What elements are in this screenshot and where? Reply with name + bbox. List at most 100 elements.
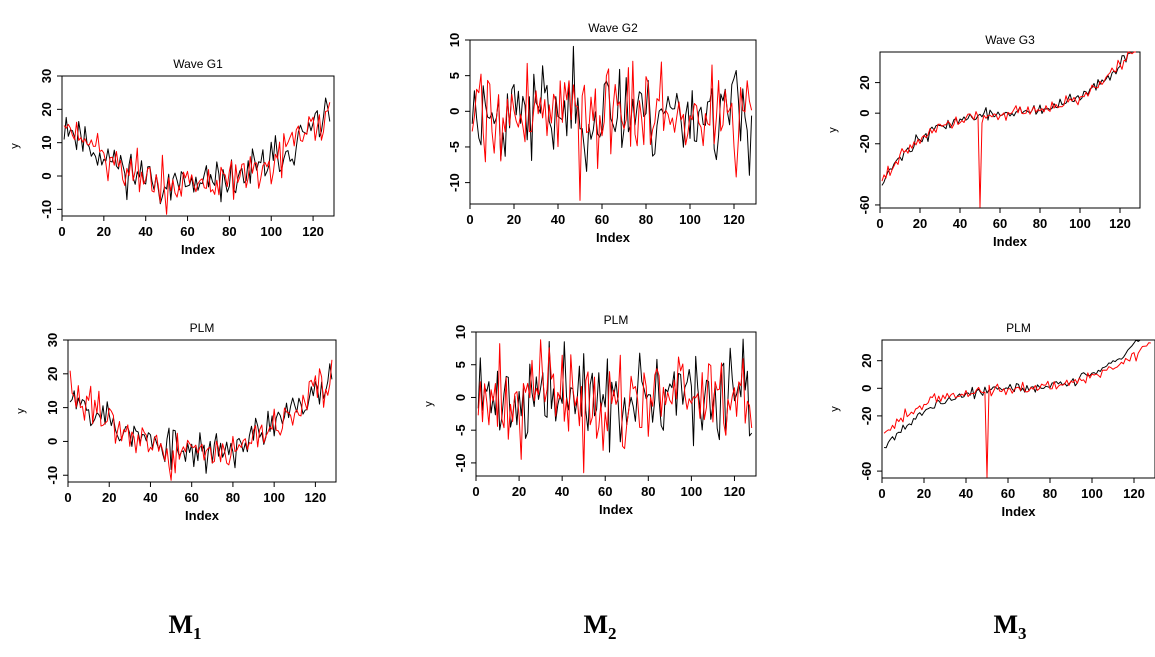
x-tick-label: 80: [639, 212, 653, 227]
y-tick-label: 10: [447, 33, 462, 47]
x-tick-label: 40: [138, 224, 152, 239]
x-tick-label: 20: [917, 486, 931, 501]
chart-title: PLM: [1006, 321, 1031, 335]
x-tick-label: 40: [555, 484, 569, 499]
caption-m3: M3: [993, 610, 1027, 644]
plot-frame: [475, 331, 757, 477]
y-tick-label: 0: [45, 438, 60, 445]
x-axis-label: Index: [1002, 504, 1037, 519]
x-axis-label: Index: [185, 508, 220, 523]
plot-frame: [881, 339, 1155, 479]
x-tick-label: 20: [507, 212, 521, 227]
y-tick-label: -60: [859, 462, 874, 481]
x-tick-label: 0: [878, 486, 885, 501]
x-tick-label: 40: [551, 212, 565, 227]
x-tick-label: 80: [1033, 216, 1047, 231]
chart-panel-1: Wave G1 0 20 40 60 80 100 120 -10 0 10 20 30 Index y: [9, 57, 335, 257]
y-tick-label: -10: [39, 200, 54, 219]
y-tick-label: 30: [45, 333, 60, 347]
chart-title: Wave G2: [588, 21, 638, 35]
x-tick-label: 40: [143, 490, 157, 505]
series-line-red: [477, 339, 753, 474]
x-tick-label: 100: [1069, 216, 1091, 231]
x-tick-label: 60: [1001, 486, 1015, 501]
x-tick-label: 100: [681, 484, 703, 499]
y-axis-label: y: [15, 408, 27, 414]
series-line-black: [884, 339, 1151, 449]
x-axis-label: Index: [993, 234, 1028, 249]
x-tick-label: 80: [641, 484, 655, 499]
x-axis-label: Index: [596, 230, 631, 245]
plot-frame: [469, 39, 757, 205]
x-tick-label: 0: [58, 224, 65, 239]
x-tick-label: 100: [260, 224, 282, 239]
x-tick-label: 120: [1109, 216, 1131, 231]
x-tick-label: 20: [102, 490, 116, 505]
y-tick-label: -20: [859, 407, 874, 426]
x-tick-label: 60: [180, 224, 194, 239]
chart-panel-5: PLM 0 20 40 60 80 100 120 -10 -5 0 5 10 Index y: [423, 313, 757, 517]
y-axis-label: y: [829, 406, 841, 412]
y-tick-label: -10: [447, 173, 462, 192]
x-tick-label: 40: [953, 216, 967, 231]
x-tick-label: 100: [263, 490, 285, 505]
series-line-red: [69, 359, 333, 481]
x-tick-label: 120: [724, 484, 746, 499]
y-axis-label: y: [827, 127, 839, 133]
y-tick-label: 0: [39, 172, 54, 179]
x-tick-label: 20: [913, 216, 927, 231]
x-tick-label: 120: [305, 490, 327, 505]
plot-frame: [879, 51, 1141, 209]
chart-panel-4: PLM 0 20 40 60 80 100 120 -10 0 10 20 30 Index y: [15, 321, 337, 523]
x-tick-label: 80: [1043, 486, 1057, 501]
x-tick-label: 100: [1081, 486, 1103, 501]
y-tick-label: 20: [857, 75, 872, 89]
x-tick-label: 60: [595, 212, 609, 227]
x-tick-label: 0: [876, 216, 883, 231]
y-tick-label: 5: [453, 361, 468, 368]
series-line-red: [883, 342, 1151, 478]
y-tick-label: 0: [857, 110, 872, 117]
y-tick-label: -10: [453, 454, 468, 473]
x-tick-label: 120: [302, 224, 324, 239]
y-tick-label: 30: [39, 69, 54, 83]
y-tick-label: -5: [447, 141, 462, 153]
x-tick-label: 60: [598, 484, 612, 499]
series-line-black: [477, 338, 753, 453]
caption-m2: M2: [583, 610, 617, 644]
x-tick-label: 20: [512, 484, 526, 499]
x-tick-label: 80: [226, 490, 240, 505]
x-tick-label: 80: [222, 224, 236, 239]
x-tick-label: 0: [472, 484, 479, 499]
series-line-black: [63, 97, 331, 205]
chart-title: Wave G1: [173, 57, 223, 71]
plot-frame: [67, 339, 337, 483]
y-tick-label: 10: [453, 325, 468, 339]
chart-panel-6: PLM 0 20 40 60 80 100 120 -60 -20 0 20 Index y: [829, 321, 1155, 519]
chart-title: PLM: [190, 321, 215, 335]
x-tick-label: 0: [466, 212, 473, 227]
y-tick-label: 10: [39, 135, 54, 149]
plot-frame: [61, 75, 335, 217]
x-tick-label: 100: [679, 212, 701, 227]
y-tick-label: 0: [453, 394, 468, 401]
y-tick-label: 5: [447, 72, 462, 79]
x-axis-label: Index: [599, 502, 634, 517]
caption-m1: M1: [168, 610, 202, 644]
y-tick-label: -20: [857, 134, 872, 153]
x-tick-label: 120: [1123, 486, 1145, 501]
y-tick-label: 20: [859, 353, 874, 367]
y-tick-label: -60: [857, 196, 872, 215]
y-tick-label: 20: [45, 367, 60, 381]
y-axis-label: y: [9, 143, 21, 149]
y-tick-label: 0: [859, 385, 874, 392]
series-line-black: [69, 363, 333, 474]
chart-panel-2: Wave G2 0 20 40 60 80 100 120 -10 -5 0 5 10 Index: [447, 21, 757, 245]
series-line-black: [881, 51, 1136, 186]
x-tick-label: 0: [64, 490, 71, 505]
x-tick-label: 60: [184, 490, 198, 505]
x-tick-label: 120: [723, 212, 745, 227]
series-line-red: [881, 51, 1136, 208]
y-tick-label: 20: [39, 102, 54, 116]
